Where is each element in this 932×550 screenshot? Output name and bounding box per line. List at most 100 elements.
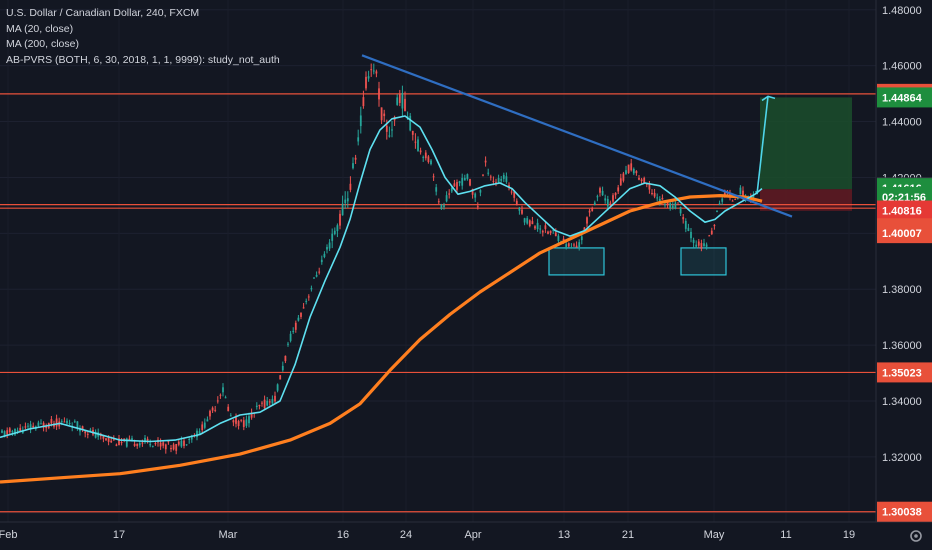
candle-body <box>307 296 310 298</box>
candle-body <box>372 70 375 72</box>
candle-body <box>385 125 388 132</box>
candle-body <box>333 230 336 235</box>
candle-body <box>437 201 440 203</box>
candle-body <box>526 218 529 224</box>
candle-body <box>625 170 627 174</box>
candle-body <box>510 191 513 193</box>
chart-settings-icon[interactable] <box>908 528 924 544</box>
candle-body <box>721 198 724 202</box>
candle-body <box>29 424 32 430</box>
candle-body <box>521 209 523 214</box>
y-tick-label: 1.38000 <box>882 284 922 296</box>
candle-body <box>89 429 92 431</box>
candle-body <box>612 195 614 202</box>
candle-body <box>292 330 295 332</box>
candle-body <box>479 190 482 193</box>
candle-body <box>37 422 40 426</box>
candle-body <box>302 307 305 309</box>
candle-body <box>214 409 217 411</box>
candle-body <box>326 247 328 250</box>
candle-body <box>513 191 516 198</box>
candle-body <box>476 206 479 208</box>
candle-body <box>125 438 128 447</box>
candle-body <box>651 192 653 194</box>
y-tick-label: 1.34000 <box>882 396 922 408</box>
candle-body <box>549 230 552 233</box>
candle-body <box>578 242 581 248</box>
ma200-legend[interactable]: MA (200, close) <box>6 38 79 50</box>
price-tag-label: 1.30038 <box>882 507 922 519</box>
candle-body <box>352 163 354 169</box>
candle-body <box>133 443 136 446</box>
candle-body <box>159 442 162 447</box>
price-tag <box>877 200 932 221</box>
candle-body <box>128 438 131 440</box>
candle-body <box>599 188 601 193</box>
candle-body <box>183 440 185 446</box>
candle-body <box>622 173 625 181</box>
candle-body <box>427 156 430 163</box>
candle-body <box>705 244 708 247</box>
candle-body <box>346 198 349 202</box>
candle-body <box>632 168 635 174</box>
candle-body <box>679 207 682 214</box>
candle-body <box>284 355 287 362</box>
symbol-title[interactable]: U.S. Dollar / Canadian Dollar, 240, FXCM <box>6 7 200 19</box>
candle-body <box>323 253 326 257</box>
candle-body <box>172 444 175 450</box>
candle-body <box>68 422 71 424</box>
candle-body <box>736 197 739 199</box>
candle-body <box>310 288 313 290</box>
candle-body <box>723 192 726 195</box>
candle-body <box>336 225 339 232</box>
candle-body <box>40 423 42 425</box>
candle-body <box>461 177 464 186</box>
candle-body <box>531 221 534 225</box>
candle-body <box>118 438 120 445</box>
candle-body <box>164 444 167 450</box>
candle-body <box>487 172 490 174</box>
y-tick-label: 1.36000 <box>882 340 922 352</box>
candle-body <box>206 419 209 422</box>
candle-body <box>383 113 386 117</box>
candle-body <box>463 177 466 181</box>
candle-body <box>16 430 19 432</box>
candle-body <box>492 180 495 182</box>
x-tick-label: Feb <box>0 529 17 541</box>
candle-body <box>432 176 435 178</box>
candle-body <box>534 226 536 229</box>
candle-body <box>396 97 399 105</box>
candle-body <box>42 422 45 428</box>
candle-body <box>203 422 206 428</box>
candle-body <box>497 178 500 183</box>
candle-layer <box>1 63 757 455</box>
candle-body <box>86 433 89 435</box>
candle-body <box>328 242 331 249</box>
candle-body <box>518 207 521 211</box>
candle-body <box>466 174 469 180</box>
candle-body <box>357 137 360 142</box>
candle-body <box>1 430 3 433</box>
candle-body <box>367 76 370 79</box>
candle-body <box>388 135 391 137</box>
candle-body <box>180 440 183 447</box>
candle-body <box>713 224 716 227</box>
ma20-legend[interactable]: MA (20, close) <box>6 22 74 35</box>
candle-body <box>190 435 193 440</box>
candle-body <box>508 185 510 188</box>
candle-body <box>580 236 583 241</box>
indicator-legend[interactable]: AB-PVRS (BOTH, 6, 30, 2018, 1, 1, 9999):… <box>6 53 280 66</box>
candle-body <box>198 431 201 435</box>
price-tag-label: 1.44864 <box>882 92 923 104</box>
candle-body <box>502 174 505 179</box>
candle-body <box>32 425 35 428</box>
candle-body <box>391 129 393 131</box>
candle-body <box>232 420 235 423</box>
candle-body <box>635 171 638 174</box>
indicator-layer <box>0 54 793 484</box>
chart-legend: U.S. Dollar / Canadian Dollar, 240, FXCM… <box>6 6 280 68</box>
candle-body <box>3 431 6 436</box>
candle-body <box>430 160 432 165</box>
candle-body <box>60 421 63 423</box>
